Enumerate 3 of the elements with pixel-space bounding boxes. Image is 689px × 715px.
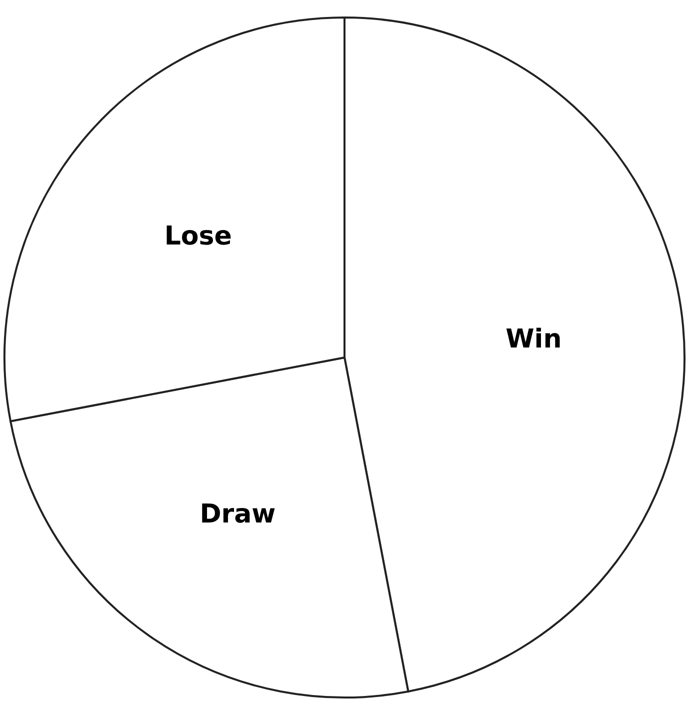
slice-label: Lose <box>164 221 232 252</box>
slice-label: Win <box>506 324 562 355</box>
slice-label: Draw <box>200 500 276 530</box>
